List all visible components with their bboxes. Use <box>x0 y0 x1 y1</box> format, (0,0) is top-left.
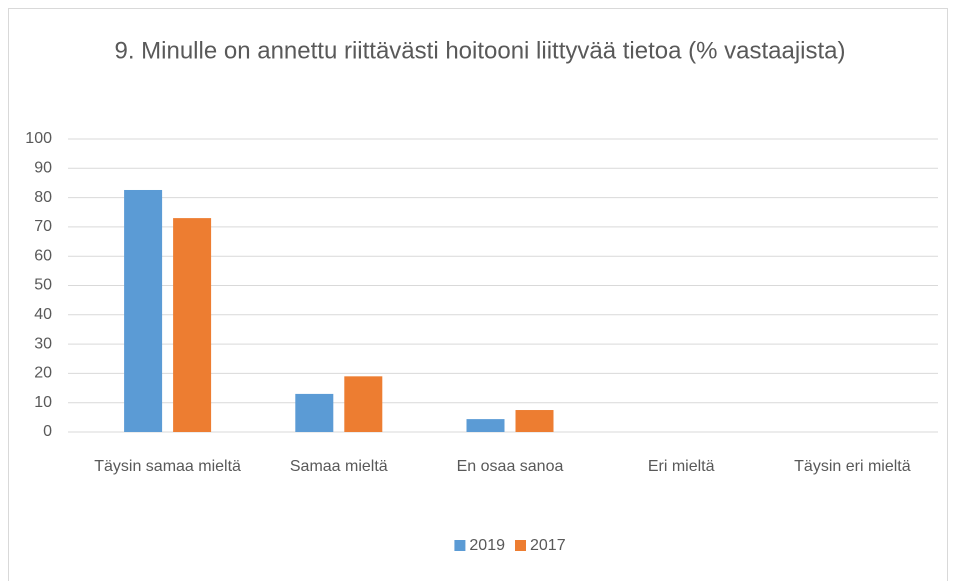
chart-title: 9. Minulle on annettu riittävästi hoitoo… <box>114 37 845 64</box>
legend-item: 2017 <box>515 537 566 554</box>
y-tick-label: 20 <box>34 365 52 382</box>
y-tick-label: 70 <box>34 218 52 235</box>
bar <box>173 218 212 432</box>
y-tick-label: 50 <box>34 277 52 294</box>
x-tick-label: Täysin samaa mieltä <box>94 458 241 475</box>
x-tick-label: Täysin eri mieltä <box>794 458 911 475</box>
bar <box>344 376 383 432</box>
x-tick-label: En osaa sanoa <box>457 458 564 475</box>
legend-label: 2019 <box>469 537 505 554</box>
legend-swatch <box>454 540 466 551</box>
y-tick-label: 80 <box>34 189 52 206</box>
x-tick-label: Samaa mieltä <box>290 458 388 475</box>
legend-swatch <box>515 540 526 551</box>
bar <box>124 189 163 432</box>
bar <box>295 393 334 432</box>
bar <box>466 419 505 432</box>
legend-item: 2019 <box>454 537 505 554</box>
y-tick-label: 60 <box>34 247 52 264</box>
bar <box>515 410 554 432</box>
y-tick-label: 30 <box>34 335 52 352</box>
chart-frame <box>8 8 948 581</box>
y-tick-label: 90 <box>34 160 52 177</box>
x-tick-label: Eri mieltä <box>648 458 715 475</box>
y-tick-label: 100 <box>25 130 52 147</box>
y-tick-label: 40 <box>34 306 52 323</box>
y-tick-label: 0 <box>43 423 52 440</box>
legend-label: 2017 <box>530 537 566 554</box>
y-tick-label: 10 <box>34 394 52 411</box>
